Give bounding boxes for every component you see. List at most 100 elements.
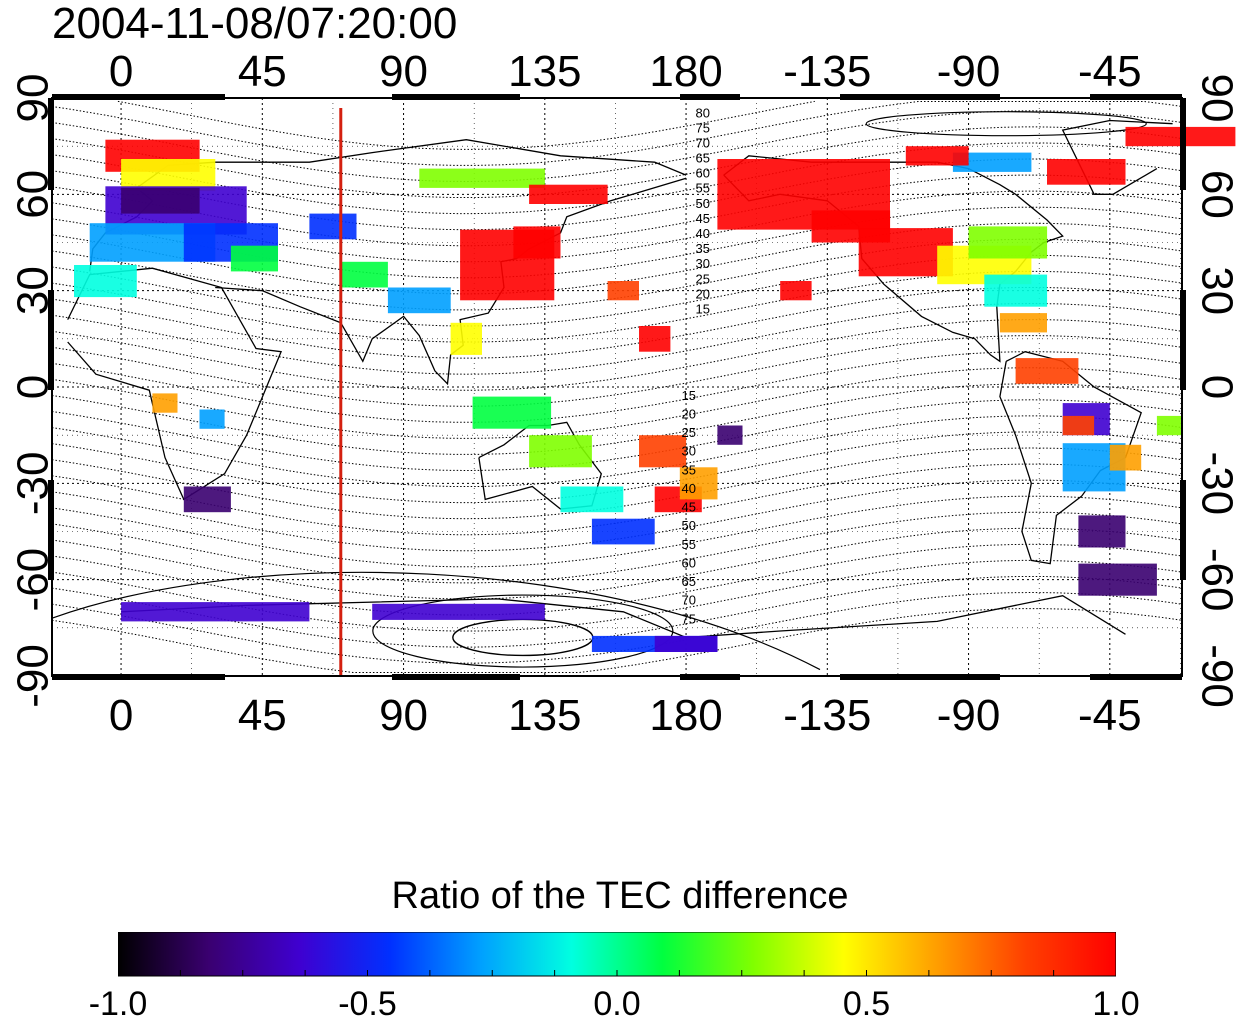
colorbar	[118, 932, 1116, 977]
lon-tick-bottom: 135	[508, 691, 581, 740]
lon-tick-top: 90	[379, 47, 428, 96]
tec-map: 8075706560555045403530252015152025303540…	[9, 47, 1240, 740]
magnetic-latitude-contours	[51, 100, 1183, 673]
tec-patch	[372, 603, 545, 620]
contour-label: 40	[681, 481, 695, 496]
lat-tick-right: 90	[1192, 74, 1240, 123]
contour-label: 80	[695, 105, 709, 120]
contour-label: 20	[695, 286, 709, 301]
lat-tick-left: -30	[9, 452, 58, 516]
tec-patch	[387, 287, 451, 314]
frame-bar	[680, 674, 740, 680]
contour-label: 25	[695, 271, 709, 286]
colorbar-title: Ratio of the TEC difference	[391, 875, 849, 917]
tec-patch	[419, 168, 545, 188]
tec-patch	[309, 213, 357, 240]
coastline	[67, 267, 283, 501]
tec-patch	[1078, 563, 1157, 596]
contour-labels: 8075706560555045403530252015152025303540…	[681, 105, 709, 626]
frame-bar	[1180, 480, 1186, 580]
lat-tick-left: -90	[9, 644, 58, 708]
lon-tick-bottom: 180	[649, 691, 722, 740]
tec-patch	[121, 602, 310, 622]
contour-label: 60	[681, 555, 695, 570]
frame-tick-bars	[48, 94, 1186, 680]
lon-tick-top: -45	[1078, 47, 1142, 96]
tec-patch	[984, 274, 1048, 307]
colorbar-ticks	[118, 970, 1116, 976]
contour-label: 50	[695, 196, 709, 211]
lat-tick-right: 60	[1192, 170, 1240, 219]
contour-label: 55	[681, 537, 695, 552]
frame-bar	[1180, 98, 1186, 190]
contour-label: 30	[681, 444, 695, 459]
lon-tick-top: -90	[937, 47, 1001, 96]
plot-title: 2004-11-08/07:20:00	[52, 0, 458, 48]
contour-label: 35	[695, 241, 709, 256]
tec-patch	[717, 425, 743, 445]
contour-label: 35	[681, 462, 695, 477]
lon-tick-bottom: 90	[379, 691, 428, 740]
contour-label: 30	[695, 256, 709, 271]
tec-patch	[340, 261, 388, 288]
lat-tick-left: 0	[9, 375, 58, 399]
colorbar-label: -0.5	[338, 985, 397, 1023]
tec-patch	[1156, 415, 1182, 436]
frame-bar	[48, 480, 54, 580]
lon-tick-top: -135	[783, 47, 871, 96]
tec-patch	[679, 467, 718, 500]
lon-tick-top: 180	[649, 47, 722, 96]
contour-label: 40	[695, 226, 709, 241]
axis-tick-labels: 0 0 45 45 90 90 135 135 180 180 -135 -135 -90 -90 -45 -…	[9, 47, 1240, 740]
colorbar-label: -1.0	[88, 985, 148, 1023]
frame-bar	[1180, 290, 1186, 390]
tec-patch	[183, 486, 231, 513]
tec-patch	[560, 486, 624, 513]
lat-tick-right: 30	[1192, 266, 1240, 315]
lon-tick-bottom: -90	[937, 691, 1001, 740]
mag-contour	[51, 101, 1183, 166]
frame-bar	[1090, 94, 1182, 100]
contour-label: 25	[681, 425, 695, 440]
tec-patch	[999, 313, 1047, 333]
lon-tick-top: 135	[508, 47, 581, 96]
tec-patch	[199, 409, 225, 429]
contour-label: 15	[695, 301, 709, 316]
lon-tick-top: 0	[109, 47, 133, 96]
lat-tick-right: -90	[1192, 644, 1240, 708]
frame-bar	[840, 674, 1000, 680]
frame-bar	[680, 94, 740, 100]
colorbar-label: 1.0	[1092, 985, 1140, 1023]
tec-patch	[654, 635, 718, 652]
contour-label: 75	[695, 120, 709, 135]
contour-label: 15	[681, 388, 695, 403]
contour-label: 75	[681, 611, 695, 626]
tec-patch	[230, 245, 278, 272]
tec-patch	[905, 146, 969, 166]
frame-bar	[392, 94, 520, 100]
tec-patch	[968, 226, 1048, 259]
frame-bar	[392, 674, 520, 680]
south-pole-contour	[372, 594, 674, 668]
frame-bar	[48, 98, 54, 190]
lon-tick-bottom: 0	[109, 691, 133, 740]
frame-bar	[52, 674, 225, 680]
colorbar-label: 0.5	[842, 985, 891, 1023]
tec-patch	[152, 393, 178, 413]
tec-patch	[121, 187, 200, 214]
tec-patch	[780, 281, 812, 301]
tec-patch	[1062, 415, 1095, 436]
contour-label: 45	[681, 500, 695, 515]
tec-patch	[529, 184, 608, 204]
contour-label: 70	[695, 135, 709, 150]
contour-label: 55	[695, 181, 709, 196]
lon-tick-bottom: 45	[238, 691, 287, 740]
lat-tick-left: -60	[9, 548, 58, 612]
tec-patch	[1109, 444, 1142, 471]
tec-patch	[1047, 159, 1126, 185]
lat-tick-right: -60	[1192, 548, 1240, 612]
frame-bar	[52, 94, 225, 100]
tec-patch	[74, 265, 137, 298]
colorbar-gradient	[118, 932, 1116, 977]
contour-label: 50	[681, 518, 695, 533]
